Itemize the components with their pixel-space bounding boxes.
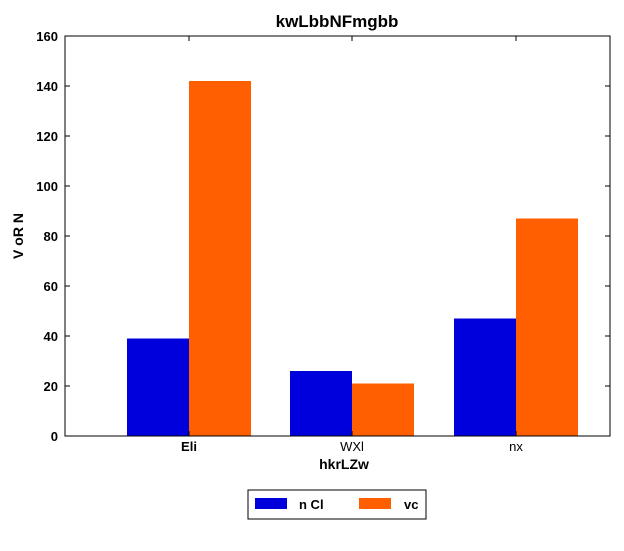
y-tick-label: 20 [44,379,58,394]
bar-vc-nx [516,218,578,436]
legend-label-vc: vc [404,497,418,512]
legend-swatch-n-cl [255,498,287,509]
x-axis-label: hkrLZw [319,456,369,472]
y-tick-label: 40 [44,329,58,344]
y-axis-label: V oR N [10,213,26,259]
legend: n Cl vc [247,489,427,520]
legend-swatch-vc [359,498,391,509]
x-tick-label-eli: Eli [181,439,197,454]
bars-group [127,81,578,436]
y-tick-label: 140 [36,79,58,94]
x-axis: Eli WXl nx [181,36,523,454]
bar-n-cl-wxl [290,371,352,436]
y-tick-label: 80 [44,229,58,244]
bar-n-cl-eli [127,338,189,436]
chart-title: kwLbbNFmgbb [276,12,399,31]
y-tick-label: 60 [44,279,58,294]
legend-label-n-cl: n Cl [299,497,324,512]
x-tick-label-nx: nx [509,439,523,454]
y-tick-label: 0 [51,429,58,444]
bar-n-cl-nx [454,318,516,436]
x-tick-label-wxl: WXl [340,439,364,454]
y-tick-label: 160 [36,29,58,44]
y-tick-label: 120 [36,129,58,144]
bar-vc-wxl [352,383,414,436]
y-axis: 0 20 40 60 80 100 120 140 160 [36,29,610,444]
y-tick-label: 100 [36,179,58,194]
bar-vc-eli [189,81,251,436]
